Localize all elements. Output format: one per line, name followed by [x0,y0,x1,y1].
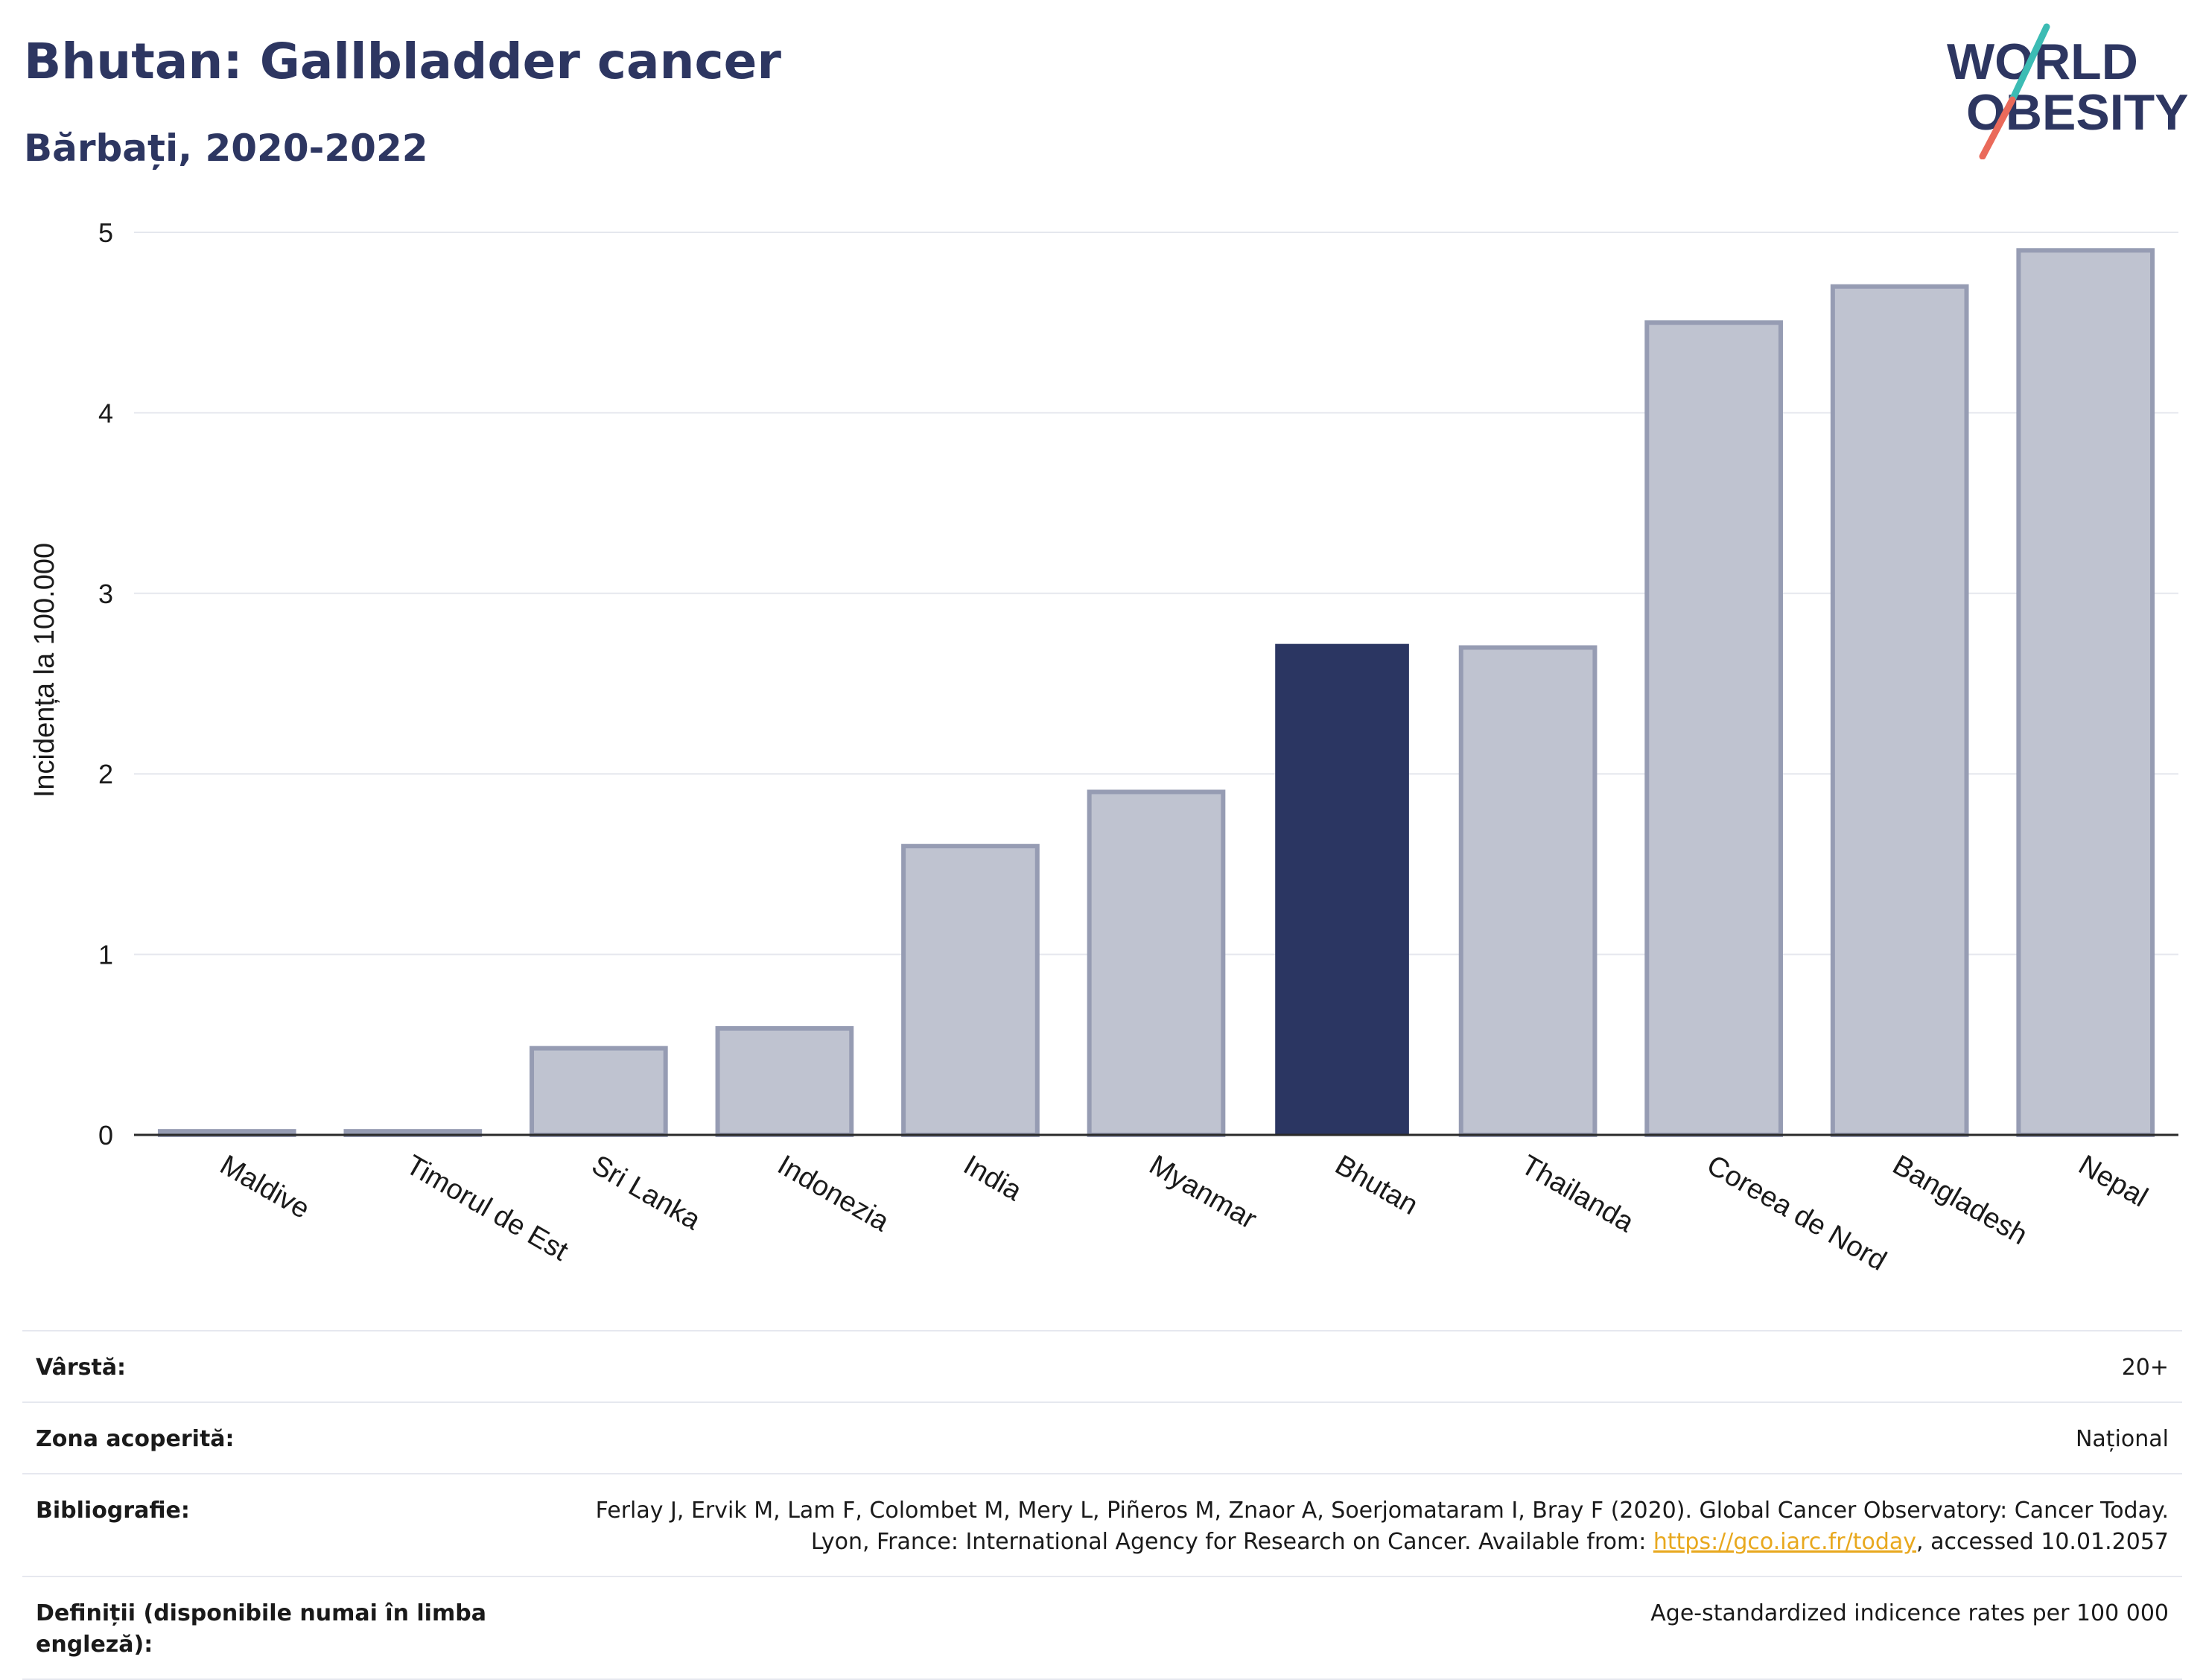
meta-row-bibliography: Bibliografie: Ferlay J, Ervik M, Lam F, … [22,1474,2182,1577]
bar-india[interactable] [901,844,1040,1138]
bibliography-accessed: , accessed 10.01.2057 [1916,1529,2169,1555]
metadata-table: Vârstă: 20+ Zona acoperită: Național Bib… [22,1330,2182,1680]
bar-bhutan[interactable] [1275,643,1409,1135]
meta-value-bibliography: Ferlay J, Ervik M, Lam F, Colombet M, Me… [530,1495,2169,1558]
meta-row-definitions: Definiții (disponibile numai în limba en… [22,1577,2182,1680]
x-tick-label: Coreea de Nord [1702,1149,1892,1277]
bar-indonezia[interactable] [715,1025,854,1138]
x-tick-label: Indonezia [772,1149,894,1238]
meta-value-definitions: Age-standardized indicence rates per 100… [1650,1600,2169,1626]
logo-slash-coral [1979,96,2016,159]
chart-subtitle: Bărbați, 2020-2022 [24,127,428,170]
bar-nepal[interactable] [2016,248,2155,1137]
meta-label-bibliography: Bibliografie: [36,1498,190,1524]
bibliography-link[interactable]: https://gco.iarc.fr/today [1653,1529,1917,1555]
x-tick-label: Maldive [214,1149,314,1225]
chart-title: Bhutan: Gallbladder cancer [24,33,781,90]
meta-value-coverage: Național [2075,1426,2169,1452]
y-tick-label: 4 [98,398,113,428]
x-tick-label: Sri Lanka [586,1149,706,1236]
x-tick-label: Bangladesh [1887,1149,2032,1251]
bibliography-text: Ferlay J, Ervik M, Lam F, Colombet M, Me… [595,1498,2169,1555]
y-tick-label: 1 [98,940,113,970]
bar-sri-lanka[interactable] [530,1046,668,1137]
y-tick-label: 3 [98,579,113,609]
bar-thailanda[interactable] [1458,645,1598,1137]
y-axis-label: Incidența la 100.000 [29,543,60,798]
meta-row-age: Vârstă: 20+ [22,1331,2182,1403]
x-tick-label: Nepal [2073,1149,2153,1213]
world-obesity-logo: WORLD OBESITY [1947,23,2189,159]
bars [157,248,2155,1138]
logo-slash-teal [2009,23,2050,104]
meta-value-age: 20+ [2121,1355,2169,1381]
y-tick-label: 0 [98,1120,113,1151]
y-tick-label: 5 [98,217,113,248]
meta-label-coverage: Zona acoperită: [36,1426,235,1452]
meta-row-coverage: Zona acoperită: Național [22,1403,2182,1474]
bar-myanmar[interactable] [1087,789,1226,1137]
bar-bangladesh[interactable] [1830,284,1969,1138]
bar-coreea-de-nord[interactable] [1644,320,1783,1138]
meta-label-definitions: Definiții (disponibile numai în limba en… [36,1600,486,1658]
y-tick-label: 2 [98,759,113,789]
meta-label-age: Vârstă: [36,1355,127,1381]
x-tick-label: Thailanda [1516,1149,1639,1238]
x-tick-label: Timorul de Est [401,1149,573,1267]
x-tick-label: Myanmar [1144,1149,1262,1235]
x-tick-label: India [958,1149,1027,1207]
x-tick-label: Bhutan [1330,1149,1423,1221]
bar-chart: 0 1 2 3 4 5 Maldive Timorul de Est Sri Lanka Indo… [29,217,2178,1277]
